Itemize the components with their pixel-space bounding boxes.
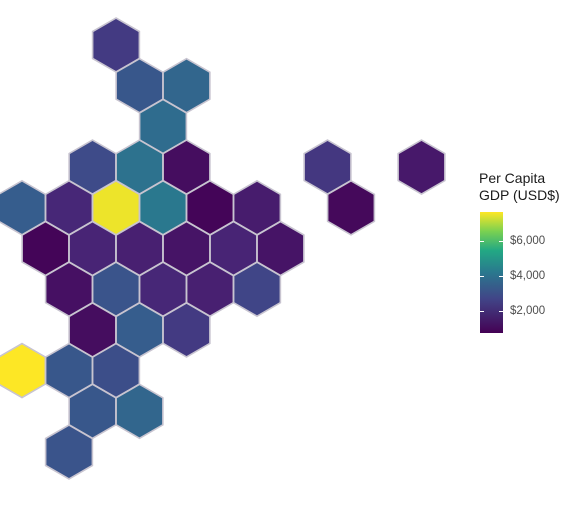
hex-tile [44, 424, 94, 480]
hex-tile [326, 179, 376, 236]
hex-tile [162, 301, 211, 358]
legend-tick-label: $6,000 [510, 235, 546, 248]
legend-title-line-2: GDP (USD$) [479, 187, 560, 203]
legend-title: Per Capita GDP (USD$) [479, 170, 560, 204]
hex-tile [232, 261, 282, 318]
legend-tick-label: $4,000 [510, 269, 546, 282]
legend-colorbar [480, 212, 503, 333]
legend-tick-label: $2,000 [510, 304, 546, 317]
hex-tile [0, 342, 47, 399]
hex-tile [397, 139, 446, 196]
legend-title-line-1: Per Capita [479, 170, 546, 186]
hex-tile [115, 383, 164, 440]
